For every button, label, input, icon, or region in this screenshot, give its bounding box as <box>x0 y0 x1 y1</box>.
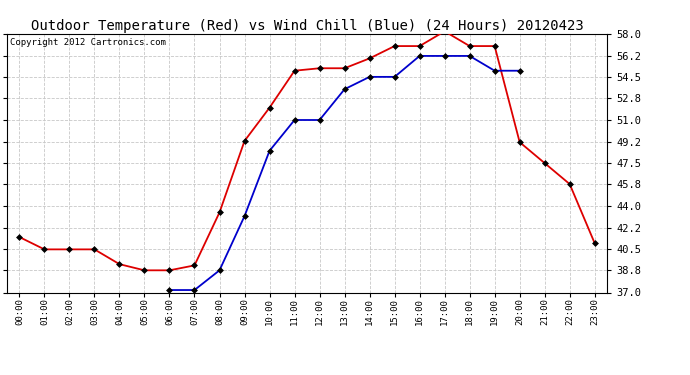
Title: Outdoor Temperature (Red) vs Wind Chill (Blue) (24 Hours) 20120423: Outdoor Temperature (Red) vs Wind Chill … <box>30 19 584 33</box>
Text: Copyright 2012 Cartronics.com: Copyright 2012 Cartronics.com <box>10 38 166 46</box>
